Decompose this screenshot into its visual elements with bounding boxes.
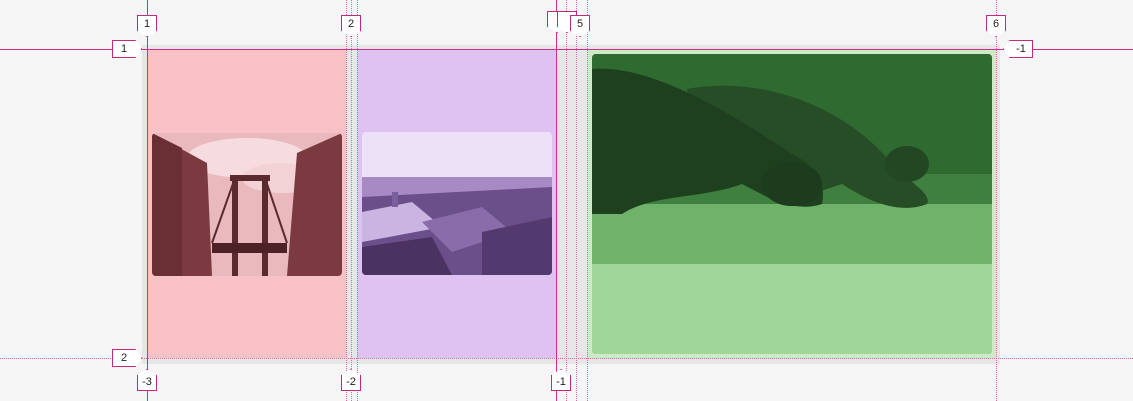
- city-photo: [362, 132, 552, 275]
- column-label-top-1: 1: [137, 15, 157, 37]
- row-label-right-neg1: -1: [1003, 40, 1033, 58]
- column-line-5b: [587, 0, 588, 401]
- column-label-bottom-neg2: -2: [341, 369, 361, 391]
- column-line-2c: [357, 0, 358, 401]
- column-line-3: [556, 0, 557, 401]
- column-label-top-2: 2: [341, 15, 361, 37]
- column-line-2a: [346, 0, 347, 401]
- column-line-5a: [576, 0, 577, 401]
- dogs-photo: [592, 54, 992, 354]
- column-label-top-6: 6: [986, 15, 1006, 37]
- bridge-photo: [152, 133, 342, 276]
- column-line-2b: [351, 0, 352, 401]
- column-line-6: [996, 0, 997, 401]
- column-label-bottom-neg3: -3: [137, 369, 157, 391]
- column-line-4: [566, 0, 567, 401]
- row-label-left-2: 2: [112, 349, 142, 367]
- column-label-top-5: 5: [570, 15, 590, 37]
- column-line-1: [147, 0, 148, 401]
- row-label-left-1: 1: [112, 40, 142, 58]
- column-label-bottom-neg1: -1: [551, 369, 571, 391]
